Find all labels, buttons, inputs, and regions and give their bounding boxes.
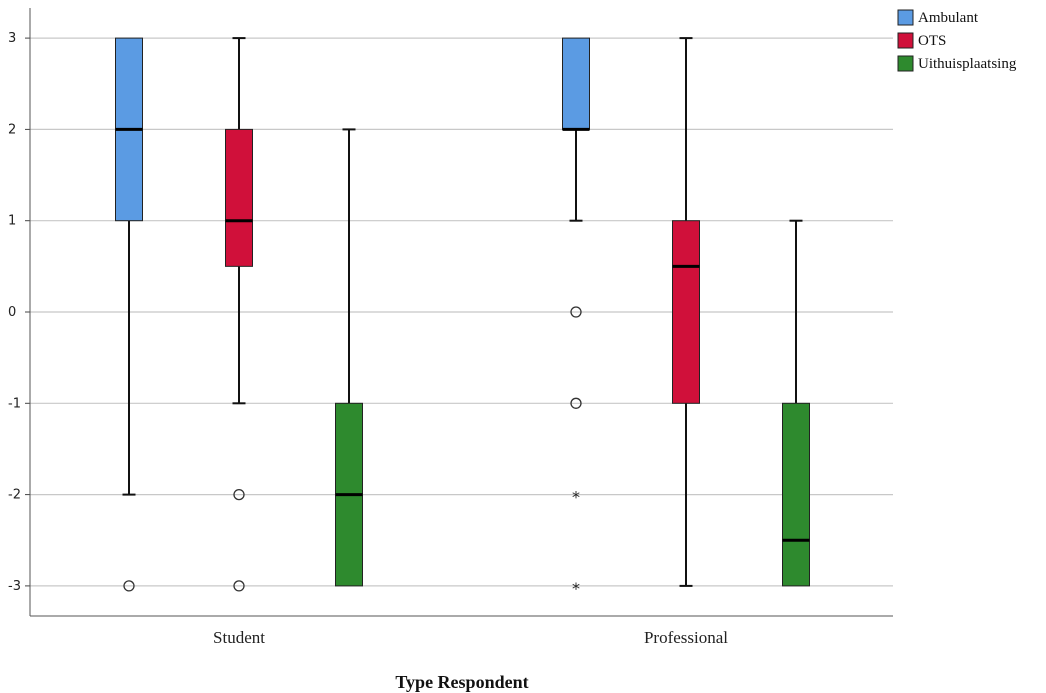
- y-tick-label: -2: [8, 488, 21, 503]
- axes: 3 2 1 0 -1 -2 -3 Student Professional: [8, 8, 893, 647]
- box-uithuisplaatsing-professional: [782, 219, 810, 587]
- outlier-star: *: [572, 579, 580, 598]
- x-axis-title: Type Respondent: [395, 672, 528, 692]
- legend-label-ots: OTS: [918, 33, 946, 49]
- outlier-circle: [233, 488, 245, 501]
- outlier-circle: [123, 580, 135, 592]
- box-uithuisplaatsing-student: [335, 128, 363, 587]
- x-category-label: Student: [213, 628, 265, 647]
- box-iqr: [225, 128, 253, 267]
- y-tick-label: -1: [8, 396, 21, 411]
- box-ambulant-professional: **: [562, 37, 590, 598]
- y-tick-label: 3: [8, 31, 16, 46]
- legend-swatch-uithuisplaatsing: [897, 55, 914, 72]
- box-ambulant-student: [115, 37, 143, 592]
- y-tick-label: -3: [8, 579, 21, 594]
- y-tick-label: 2: [8, 122, 16, 137]
- box-iqr: [782, 402, 810, 587]
- outlier-circle: [570, 397, 582, 409]
- box-ots-student: [225, 37, 253, 592]
- legend-swatch-ambulant: [897, 9, 914, 26]
- outlier-star: *: [572, 488, 580, 507]
- outlier-circle: [233, 580, 245, 592]
- legend: Ambulant OTS Uithuisplaatsing: [897, 9, 1017, 72]
- y-tick-label: 1: [8, 214, 16, 229]
- legend-label-uithuisplaatsing: Uithuisplaatsing: [918, 56, 1017, 72]
- x-category-label: Professional: [644, 628, 728, 647]
- outlier-circle: [570, 306, 582, 318]
- legend-label-ambulant: Ambulant: [918, 10, 979, 26]
- legend-swatch-ots: [897, 32, 914, 49]
- y-tick-label: 0: [8, 305, 16, 320]
- box-iqr: [672, 220, 700, 404]
- gridlines: [30, 37, 893, 587]
- box-iqr: [562, 37, 590, 130]
- plot-area: **: [115, 37, 810, 598]
- box-ots-professional: [672, 37, 700, 587]
